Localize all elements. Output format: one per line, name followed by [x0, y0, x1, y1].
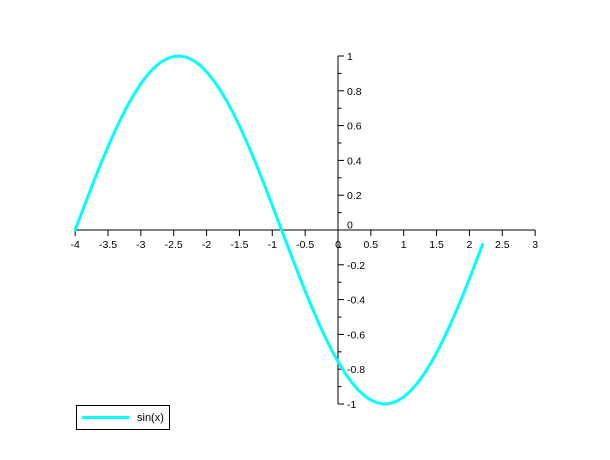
x-axis-tick-label: -4: [70, 239, 79, 251]
sine-curve: [73, 54, 485, 406]
x-axis-tick-label: 1: [401, 239, 407, 251]
x-axis-tick-label: -3.5: [99, 239, 117, 251]
curve-layer: [73, 54, 485, 406]
x-axis-tick-label: -1: [268, 239, 277, 251]
y-axis-tick-label: 0.4: [347, 155, 362, 167]
y-axis-tick-label: -0.4: [347, 295, 365, 307]
y-axis-tick-label: 0.6: [347, 121, 362, 133]
x-axis-tick-label: 0: [335, 239, 341, 251]
legend-line-sample: [82, 416, 129, 419]
x-axis-tick-label: -0.5: [296, 239, 314, 251]
x-axis-tick-label: -2.5: [165, 239, 183, 251]
x-axis-tick-label: 1.5: [429, 239, 444, 251]
y-axis-tick-label: -0.8: [347, 364, 365, 376]
y-axis-tick-label: 0.2: [347, 190, 362, 202]
y-axis-tick-label: 0: [347, 220, 353, 232]
x-axis-tick-label: 0.5: [364, 239, 379, 251]
x-axis-tick-label: -3: [136, 239, 145, 251]
x-axis-tick-label: -2: [202, 239, 211, 251]
legend-box: sin(x): [76, 405, 170, 430]
x-axis-tick-label: 3: [532, 239, 538, 251]
y-axis-tick-label: -0.6: [347, 329, 365, 341]
x-axis-tick-label: 2.5: [495, 239, 510, 251]
x-axis-tick-label: -1.5: [230, 239, 248, 251]
y-axis-tick-label: -0.2: [347, 260, 365, 272]
x-axis-tick-label: 2: [467, 239, 473, 251]
legend-label: sin(x): [137, 411, 164, 424]
y-axis-tick-label: 0.8: [347, 86, 362, 98]
y-axis-tick-label: -1: [347, 399, 356, 411]
y-axis-tick-label: 1: [347, 51, 353, 63]
axes: -4 -3.5 -3 -2.5 -2 -1.5 -1 -0.5 0 0.5 1 1.5 2 2.5 3 -1 -…: [70, 51, 538, 411]
